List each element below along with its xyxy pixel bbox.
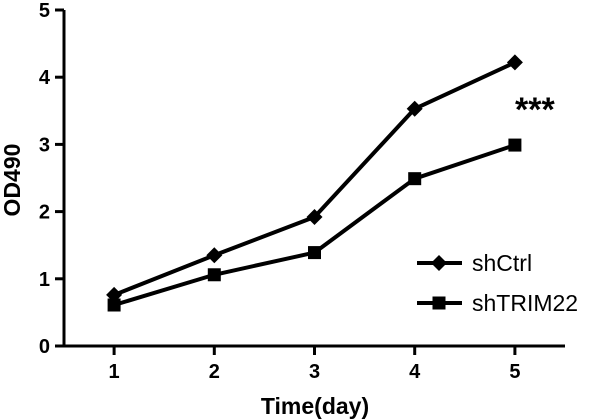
data-point-shTRIM22 [107,298,121,312]
data-point-shTRIM22 [408,172,422,186]
series-group [106,54,523,312]
data-point-shCtrl [206,247,223,264]
legend-label-shTRIM22: shTRIM22 [472,290,578,316]
data-point-shTRIM22 [207,268,221,282]
legend: shCtrl shTRIM22 [417,250,578,316]
axes: 0 1 2 3 4 5 1 2 3 4 5 [39,0,565,383]
data-point-shCtrl [306,208,323,225]
y-tick-label: 5 [39,0,50,22]
annotations: *** [515,91,555,129]
significance-annotation: *** [515,91,555,129]
y-tick-label: 0 [39,336,50,358]
y-tick-label: 3 [39,134,50,156]
series-line-shCtrl [113,60,516,297]
x-tick-label: 2 [209,361,220,383]
y-axis-title: OD490 [0,144,25,217]
data-point-shTRIM22 [508,138,522,152]
series-line-shTRIM22 [113,143,516,307]
x-tick-label: 5 [509,361,520,383]
y-tick-label: 1 [39,269,50,291]
x-tick-label: 3 [309,361,320,383]
legend-marker-shCtrl [431,255,447,271]
data-point-shTRIM22 [308,246,321,260]
y-tick-label: 4 [39,67,51,89]
legend-label-shCtrl: shCtrl [472,250,532,276]
data-point-shCtrl [406,100,423,117]
data-point-shCtrl [506,54,523,71]
x-tick-label: 1 [109,361,120,383]
x-axis-title: Time(day) [261,393,369,419]
y-tick-label: 2 [39,202,50,224]
legend-marker-shTRIM22 [432,296,446,310]
x-tick-label: 4 [409,361,421,383]
